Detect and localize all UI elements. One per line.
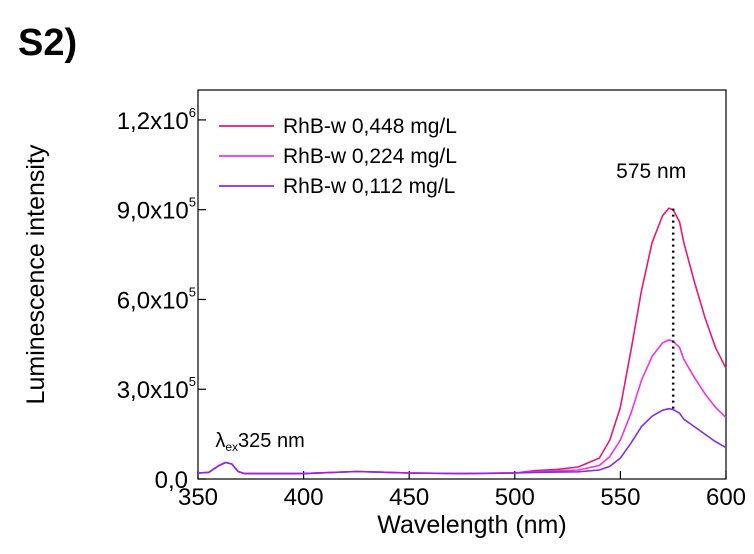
y-axis: 0,0 3,0x105 6,0x105 9,0x105 1,2x106 <box>117 105 206 494</box>
x-tick-label: 500 <box>495 484 535 511</box>
legend-label-1: RhB-w 0,448 mg/L <box>283 115 457 138</box>
y-tick-label: 1,2x106 <box>117 105 196 135</box>
x-axis-label: Wavelength (nm) <box>377 511 566 539</box>
y-tick-label: 0,0 <box>155 467 188 494</box>
x-tick-label: 550 <box>600 484 640 511</box>
series-group <box>197 207 727 475</box>
y-tick-label: 3,0x105 <box>117 374 196 404</box>
annotations: 575 nm λex325 nm <box>215 160 686 454</box>
x-tick-label: 400 <box>284 484 324 511</box>
x-tick-label: 450 <box>389 484 429 511</box>
legend-label-2: RhB-w 0,224 mg/L <box>283 145 457 168</box>
y-axis-label: Luminescence intensity <box>22 144 50 404</box>
x-tick-label: 600 <box>706 484 746 511</box>
x-tick-label: 350 <box>178 484 218 511</box>
panel-label: S2) <box>18 22 78 64</box>
y-tick-label: 6,0x105 <box>117 284 196 314</box>
series-line-3 <box>197 407 727 475</box>
legend-label-3: RhB-w 0,112 mg/L <box>283 175 455 198</box>
plot-frame <box>197 89 727 480</box>
peak-annotation: 575 nm <box>616 160 686 183</box>
legend: RhB-w 0,448 mg/L RhB-w 0,224 mg/L RhB-w 0,… <box>219 115 457 198</box>
series-line-2 <box>197 339 727 475</box>
x-axis: 350 400 450 500 550 600 <box>178 471 746 511</box>
y-tick-label: 9,0x105 <box>117 195 196 225</box>
excitation-annotation: λex325 nm <box>215 430 304 454</box>
